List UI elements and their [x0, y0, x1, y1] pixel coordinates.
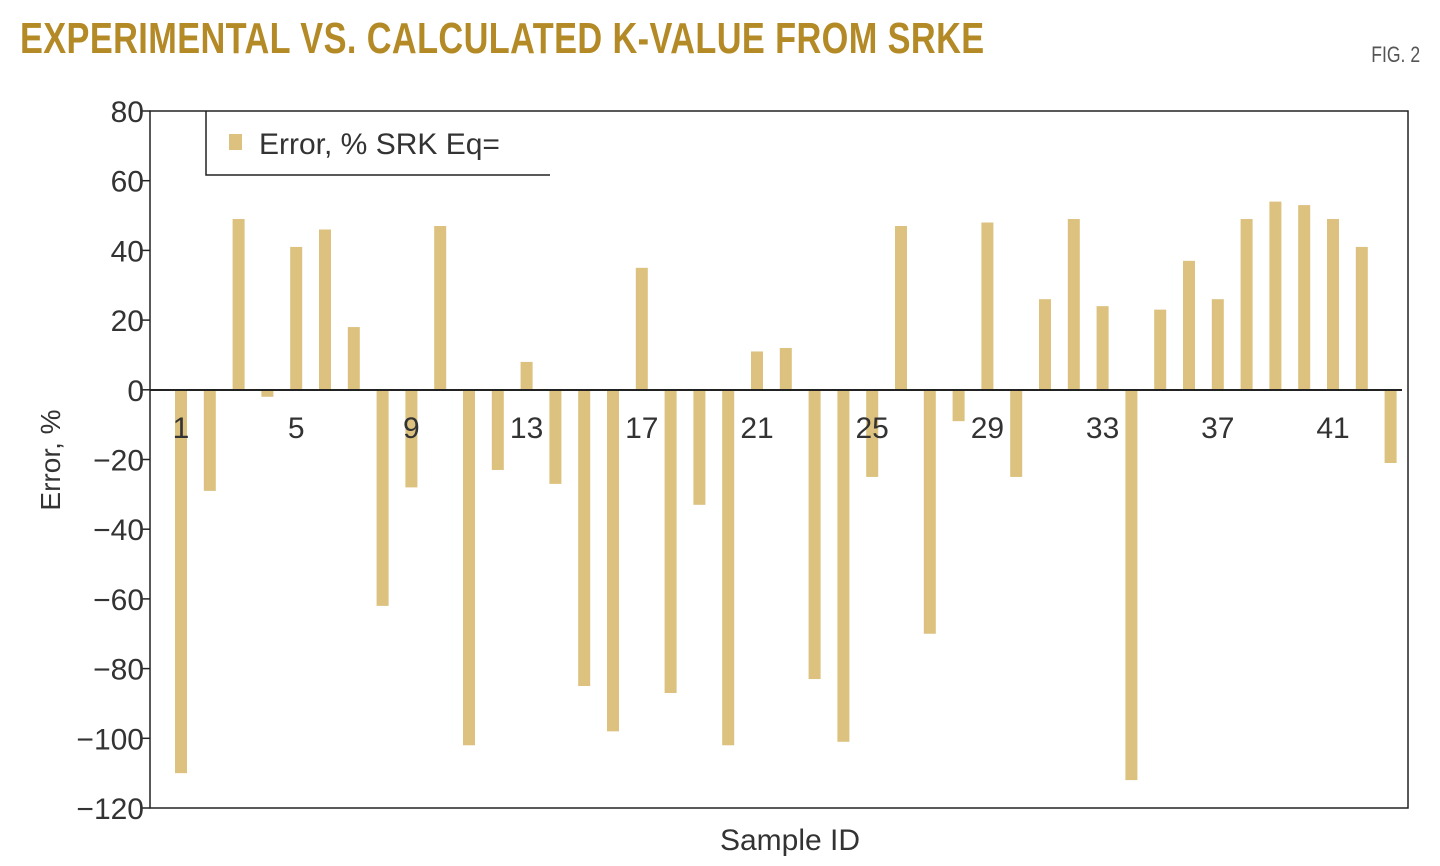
bar-sample-36 [1183, 260, 1195, 390]
bar-sample-8 [376, 389, 389, 606]
bar-sample-19 [693, 389, 706, 505]
bar-sample-16 [607, 389, 619, 732]
y-tick-label: 40 [111, 235, 144, 268]
bar-sample-20 [722, 389, 735, 746]
chart-title: EXPERIMENTAL VS. CALCULATED K-VALUE FROM… [20, 14, 985, 63]
bar-sample-42 [1355, 246, 1368, 390]
figure-label: FIG. 2 [1371, 42, 1420, 67]
bar-sample-34 [1125, 389, 1138, 781]
bars [175, 201, 1397, 781]
bar-sample-2 [203, 389, 216, 491]
y-tick-label: 80 [111, 96, 144, 129]
y-axis-label: Error, % [35, 409, 66, 510]
x-tick-label: 25 [856, 412, 889, 445]
x-axis-ticks: 1 5 9 13 17 21 25 29 33 37 41 [173, 412, 1350, 445]
bar-sample-30 [1010, 389, 1023, 477]
bar-sample-10 [434, 226, 447, 390]
x-tick-label: 41 [1316, 412, 1349, 445]
bar-sample-22 [779, 347, 792, 390]
bar-sample-3 [232, 219, 245, 390]
bar-sample-11 [463, 389, 475, 746]
y-tick-label: −120 [76, 793, 144, 826]
bar-sample-25 [866, 389, 879, 477]
bar-sample-29 [981, 222, 994, 390]
y-tick-label: −60 [93, 584, 144, 617]
y-tick-label: −80 [93, 654, 144, 687]
bar-sample-40 [1298, 205, 1311, 390]
bar-sample-26 [895, 226, 907, 390]
legend-label: Error, % SRK Eq= [259, 128, 500, 161]
bar-sample-12 [491, 389, 504, 470]
x-tick-label: 13 [510, 412, 543, 445]
legend-frame [205, 111, 550, 176]
y-tick-label: 60 [111, 166, 144, 199]
bar-sample-13 [520, 361, 533, 390]
bar-sample-24 [837, 389, 850, 742]
bar-sample-14 [549, 389, 562, 484]
bar-sample-9 [405, 389, 418, 488]
bar-sample-18 [664, 389, 677, 693]
bar-sample-28 [952, 389, 965, 422]
x-tick-label: 17 [625, 412, 658, 445]
bar-sample-35 [1154, 309, 1167, 390]
x-axis-label: Sample ID [720, 824, 860, 857]
x-tick-label: 29 [971, 412, 1004, 445]
y-tick-label: −20 [93, 445, 144, 478]
bar-sample-27 [923, 389, 936, 634]
bar-sample-5 [290, 246, 303, 390]
y-tick-label: −100 [76, 723, 144, 756]
bar-sample-1 [175, 389, 187, 774]
bar-sample-41 [1327, 219, 1339, 390]
bar-sample-7 [347, 327, 360, 390]
plot-frame [149, 110, 1409, 809]
bar-sample-33 [1096, 306, 1109, 390]
bar-sample-38 [1240, 219, 1253, 390]
bar-sample-39 [1269, 201, 1282, 390]
bar-sample-37 [1211, 299, 1224, 390]
bar-sample-15 [578, 389, 591, 687]
y-tick-label: 0 [127, 375, 144, 408]
legend: Error, % SRK Eq= [205, 111, 550, 176]
bar-sample-43 [1384, 389, 1397, 463]
y-axis-ticks: 80 60 40 20 0 −20 −40 −60 −80 −100 −120 [76, 96, 150, 826]
x-tick-label: 21 [740, 412, 773, 445]
x-tick-label: 1 [173, 412, 190, 445]
legend-swatch [229, 134, 242, 150]
bar-sample-23 [808, 389, 821, 680]
bar-sample-31 [1039, 299, 1051, 390]
x-tick-label: 5 [288, 412, 305, 445]
bar-sample-6 [319, 229, 331, 390]
y-tick-label: 20 [111, 305, 144, 338]
x-tick-label: 37 [1201, 412, 1234, 445]
y-tick-label: −40 [93, 514, 144, 547]
bar-sample-4 [261, 389, 274, 397]
bar-sample-21 [751, 351, 763, 390]
x-tick-label: 33 [1086, 412, 1119, 445]
x-tick-label: 9 [403, 412, 420, 445]
bar-sample-17 [635, 267, 648, 390]
bar-sample-32 [1067, 219, 1080, 390]
